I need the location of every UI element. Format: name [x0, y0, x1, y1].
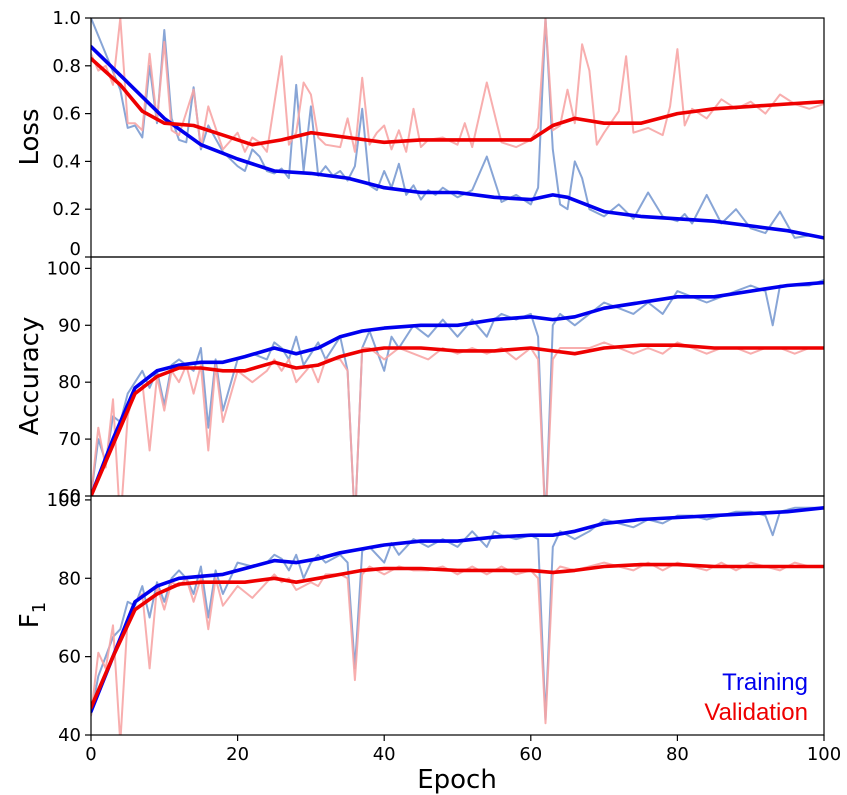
x-axis-label: Epoch — [417, 765, 497, 795]
f1-axis-label-main: F — [15, 613, 45, 628]
f1-axis-label: F1 — [15, 602, 50, 628]
accuracy-ytick-label: 60 — [58, 486, 81, 507]
loss-ytick-label: 1.0 — [52, 8, 81, 29]
loss-ytick-label: 0 — [70, 239, 81, 260]
legend-validation: Validation — [704, 699, 808, 726]
xtick-label: 0 — [85, 744, 96, 765]
f1-ytick-label: 80 — [58, 568, 81, 589]
series-layer — [91, 18, 824, 735]
loss-training-smooth-line — [91, 44, 824, 240]
accuracy-training-raw-line — [91, 278, 824, 496]
accuracy-ytick-label: 80 — [58, 372, 81, 393]
panel-series-f1 — [91, 506, 824, 735]
xtick-label: 40 — [373, 744, 396, 765]
loss-ytick-label: 0.8 — [52, 56, 81, 77]
loss-ytick-label: 0.4 — [52, 151, 81, 172]
f1-panel-frame — [90, 495, 825, 736]
legend-training: Training — [722, 669, 808, 696]
accuracy-axis-label: Accuracy — [15, 317, 45, 436]
accuracy-ytick-label: 100 — [47, 258, 81, 279]
accuracy-training-smooth-line — [91, 280, 824, 496]
f1-ytick-label: 60 — [58, 647, 81, 668]
f1-validation-smooth-line — [91, 562, 824, 710]
panel-series-loss — [91, 18, 824, 240]
panel-series-accuracy — [91, 278, 824, 496]
xtick-label: 20 — [226, 744, 249, 765]
frames-layer — [90, 17, 825, 736]
loss-axis-label: Loss — [15, 108, 45, 165]
accuracy-validation-smooth-line — [91, 343, 824, 496]
accuracy-ytick-label: 70 — [58, 429, 81, 450]
xtick-label: 80 — [666, 744, 689, 765]
f1-axis-label-subscript: 1 — [29, 602, 50, 613]
loss-validation-smooth-line — [91, 56, 824, 147]
loss-ytick-label: 0.2 — [52, 199, 81, 220]
loss-validation-raw-line — [91, 18, 824, 153]
f1-training-raw-line — [91, 506, 824, 721]
xtick-label: 100 — [807, 744, 841, 765]
accuracy-ytick-label: 90 — [58, 315, 81, 336]
f1-training-smooth-line — [91, 506, 824, 714]
f1-ytick-label: 40 — [58, 725, 81, 746]
loss-ytick-label: 0.6 — [52, 104, 81, 125]
f1-ytick-label: 100 — [47, 490, 81, 511]
xtick-label: 60 — [519, 744, 542, 765]
